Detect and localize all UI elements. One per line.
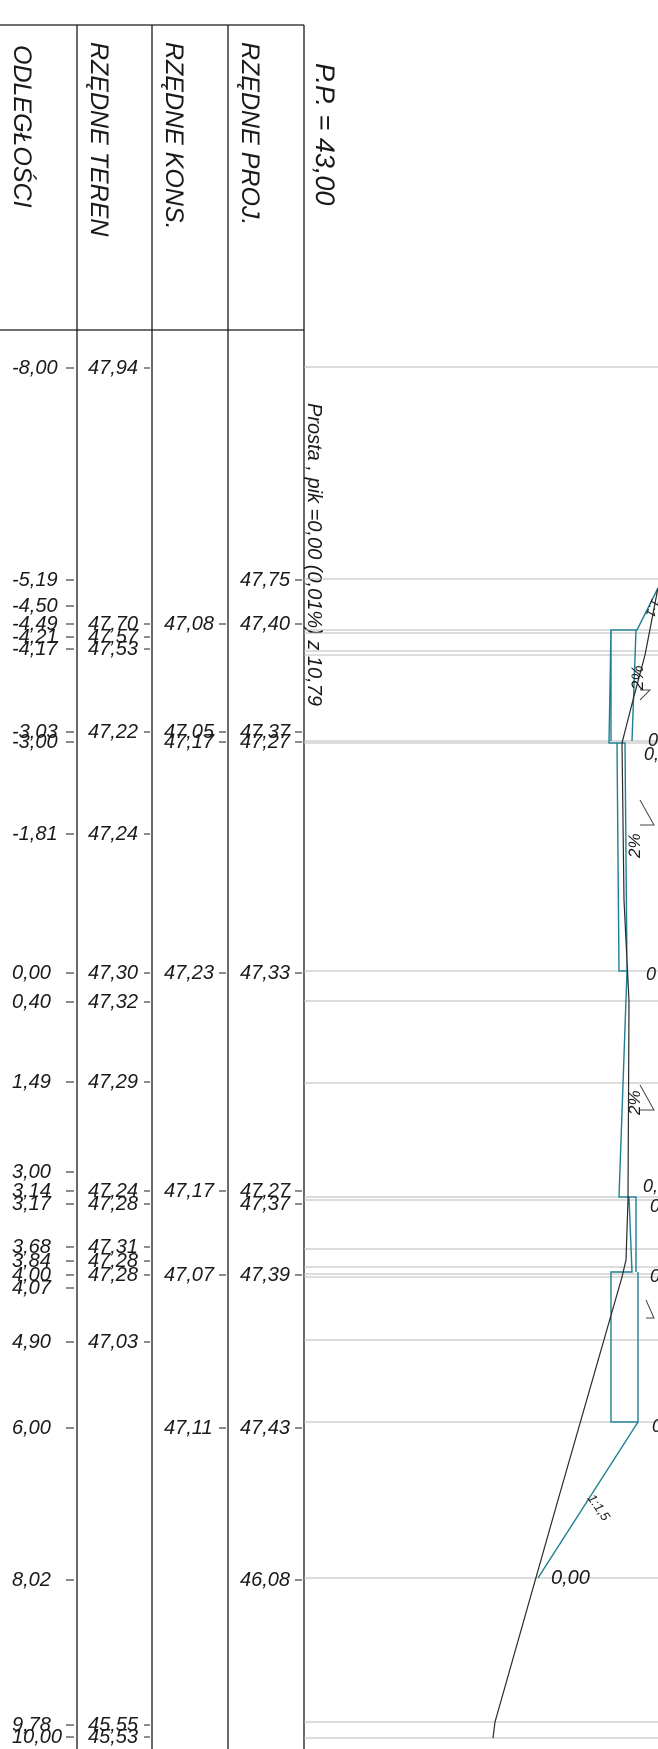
row-dist-value: 4,07 <box>12 1277 52 1299</box>
row-terrain-value: 47,24 <box>88 1180 138 1202</box>
zero-label-d: 0 <box>650 1196 658 1216</box>
row-cons-value: 47,07 <box>164 1264 215 1286</box>
row-proj-value: 46,08 <box>240 1569 290 1591</box>
zero-label-g: 0 <box>648 730 658 750</box>
row-dist-value: -4,17 <box>12 638 58 660</box>
slope-label-lower: 2% <box>625 1090 644 1116</box>
row-dist-value: 3,00 <box>12 1161 51 1183</box>
row-terrain-value: 47,22 <box>88 721 138 743</box>
row-terrain-value: 45,53 <box>88 1726 138 1748</box>
row-dist-value: -4,49 <box>12 613 58 635</box>
row-proj-value: 47,40 <box>240 613 290 635</box>
row-dist-value: -4,21 <box>12 626 58 648</box>
row-proj-value: 47,33 <box>240 962 290 984</box>
row-dist-value: -1,81 <box>12 823 58 845</box>
row-dist-value: 3,84 <box>12 1250 51 1272</box>
row-dist-value: 4,00 <box>12 1264 51 1286</box>
column-headers: ODLEGŁOŚCI RZĘDNE TEREN RZĘDNE KONS. RZĘ… <box>8 42 264 237</box>
slope-label-left: 2% <box>628 665 647 691</box>
row-dist-value: 0,00 <box>12 962 51 984</box>
row-dist-value: 3,14 <box>12 1180 51 1202</box>
row-proj-value: 47,37 <box>240 721 291 743</box>
datum-label: P.P. = 43,00 <box>310 63 340 205</box>
row-proj-value: 47,43 <box>240 1417 290 1439</box>
row-dist-value: 9,78 <box>12 1714 51 1736</box>
zero-label-c: 0, <box>643 1176 658 1196</box>
header-terrain: RZĘDNE TEREN <box>85 42 113 237</box>
row-dist-value: 3,68 <box>12 1236 51 1258</box>
zero-label-a: 0, <box>644 744 658 764</box>
header-construction: RZĘDNE KONS. <box>160 42 188 230</box>
row-terrain-value: 47,57 <box>88 626 139 648</box>
zero-label-bottom: 0,00 <box>551 1567 590 1589</box>
row-terrain-value: 47,29 <box>88 1071 138 1093</box>
row-terrain-value: 47,28 <box>88 1250 138 1272</box>
station-guide-lines <box>304 366 658 1739</box>
row-dist-value: 6,00 <box>12 1417 51 1439</box>
slope-label-mid: 2% <box>625 833 644 859</box>
row-dist-value: 10,00 <box>12 1726 62 1748</box>
row-proj-value: 47,27 <box>240 1180 291 1202</box>
slope-label-top: 1:1 <box>643 597 658 619</box>
row-proj-value: 47,39 <box>240 1264 290 1286</box>
row-cons-value: 47,11 <box>164 1417 213 1439</box>
row-terrain-value: 47,28 <box>88 1264 138 1286</box>
row-dist-value: -3,00 <box>12 731 58 753</box>
row-cons-value: 47,08 <box>164 613 214 635</box>
row-terrain-value: 47,53 <box>88 638 138 660</box>
row-dist-value: 0,40 <box>12 991 51 1013</box>
row-terrain-value: 47,94 <box>88 357 138 379</box>
row-cons-value: 47,23 <box>164 962 214 984</box>
elevation-table-rows: -8,00 47,94 -5,19 47,75 -4,50-4,49 47,70 47,08… <box>12 357 302 1748</box>
row-proj-value: 47,75 <box>240 569 291 591</box>
zero-label-f: 0 <box>652 1416 658 1436</box>
header-design: RZĘDNE PROJ. <box>236 42 264 225</box>
row-proj-value: 47,27 <box>240 731 291 753</box>
row-cons-value: 47,05 <box>164 721 215 743</box>
construction-outline <box>537 587 658 1579</box>
row-dist-value: 3,17 <box>12 1193 52 1215</box>
section-labels: 1:1 2% 2% 2% 1:1,5 0,00 0, 0 0, 0 0 0 0 <box>551 597 658 1589</box>
row-dist-value: 4,90 <box>12 1331 51 1353</box>
row-dist-value: -8,00 <box>12 357 58 379</box>
zero-label-e: 0 <box>650 1266 658 1286</box>
row-terrain-value: 47,03 <box>88 1331 138 1353</box>
header-distances: ODLEGŁOŚCI <box>8 45 38 208</box>
row-terrain-value: 47,32 <box>88 991 138 1013</box>
row-proj-value: 47,37 <box>240 1193 291 1215</box>
row-terrain-value: 47,70 <box>88 613 138 635</box>
table-frame <box>0 24 305 1749</box>
row-terrain-value: 45,55 <box>88 1714 139 1736</box>
row-cons-value: 47,17 <box>164 731 215 753</box>
row-dist-value: 8,02 <box>12 1569 51 1591</box>
row-dist-value: -5,19 <box>12 569 58 591</box>
slope-markers <box>639 689 655 1319</box>
row-dist-value: 1,49 <box>12 1071 51 1093</box>
row-dist-value: -4,50 <box>12 595 58 617</box>
zero-label-b: 0 <box>646 964 656 984</box>
row-terrain-value: 47,28 <box>88 1193 138 1215</box>
row-terrain-value: 47,30 <box>88 962 138 984</box>
row-terrain-value: 47,31 <box>88 1236 138 1258</box>
slope-label-bottom: 1:1,5 <box>585 1491 614 1524</box>
row-dist-value: -3,03 <box>12 721 58 743</box>
alignment-note: Prosta , pik =0,00 (0,01%) z 10,79 <box>303 403 325 706</box>
row-cons-value: 47,17 <box>164 1180 215 1202</box>
row-terrain-value: 47,24 <box>88 823 138 845</box>
terrain-line <box>492 587 658 1739</box>
